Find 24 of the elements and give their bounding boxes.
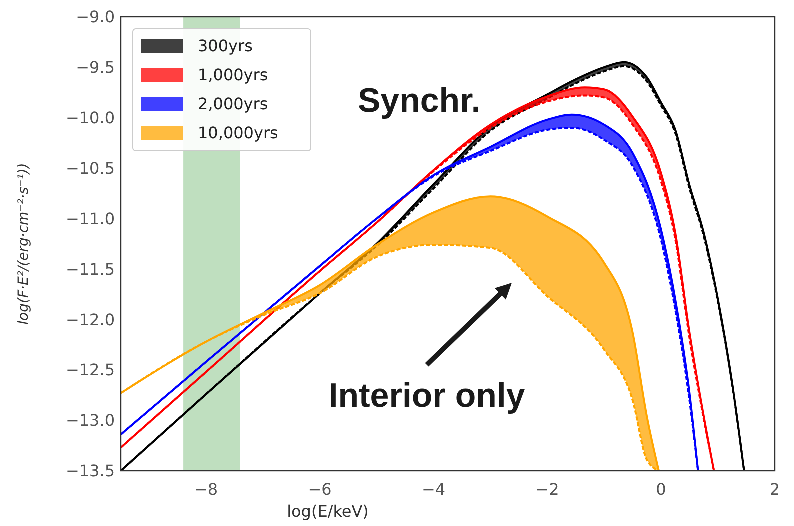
- y-tick-label: −11.0: [66, 209, 115, 228]
- y-tick-label: −10.5: [66, 158, 115, 178]
- annotation: Synchr.: [358, 82, 481, 120]
- y-axis-title: log(F·E²/(erg·cm⁻²·s⁻¹)): [16, 163, 32, 325]
- x-tick-label: −2: [536, 480, 560, 499]
- x-tick-label: −8: [194, 480, 218, 499]
- legend-label: 1,000yrs: [198, 66, 268, 85]
- y-tick-label: −12.0: [66, 310, 115, 330]
- legend-label: 10,000yrs: [198, 124, 278, 143]
- y-tick-label: −9.0: [76, 8, 115, 27]
- legend-label: 300yrs: [198, 36, 253, 56]
- annotation: Interior only: [328, 377, 526, 415]
- x-tick-label: 0: [656, 480, 666, 499]
- x-tick-label: 2: [770, 480, 780, 499]
- x-tick-label: −6: [308, 480, 332, 499]
- y-tick-label: −12.5: [66, 360, 115, 380]
- y-tick-label: −10.0: [66, 108, 115, 128]
- x-axis-title: log(E/keV): [287, 502, 369, 521]
- legend-label: 2,000yrs: [198, 94, 268, 114]
- y-tick-label: −9.5: [76, 58, 115, 78]
- y-tick-label: −11.5: [66, 260, 115, 279]
- y-tick-label: −13.5: [66, 462, 115, 481]
- y-tick-label: −13.0: [66, 411, 115, 430]
- x-tick-label: −4: [422, 480, 446, 499]
